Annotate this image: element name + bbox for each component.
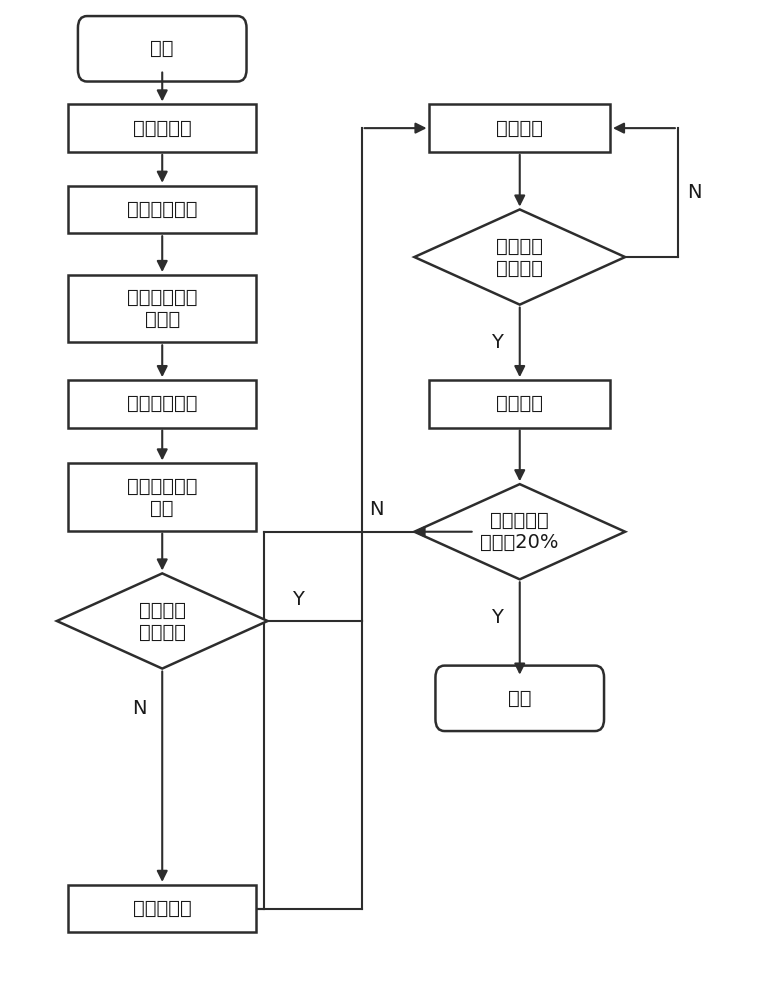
Text: N: N: [370, 500, 384, 519]
Text: Y: Y: [291, 590, 304, 609]
Text: 非簇头节点加
入簇: 非簇头节点加 入簇: [127, 477, 197, 518]
Text: 簇头节点邀请: 簇头节点邀请: [127, 394, 197, 413]
Text: 结束: 结束: [508, 689, 531, 708]
Text: 选择簇头和中
继节点: 选择簇头和中 继节点: [127, 288, 197, 329]
Polygon shape: [415, 484, 625, 579]
Bar: [68, 275, 256, 342]
Bar: [68, 186, 256, 233]
Text: N: N: [687, 183, 702, 202]
Polygon shape: [415, 209, 625, 305]
Bar: [68, 885, 256, 932]
Bar: [68, 104, 256, 152]
FancyBboxPatch shape: [78, 16, 247, 82]
Text: 簇成员调整: 簇成员调整: [133, 899, 192, 918]
Bar: [429, 104, 610, 152]
Text: 簇头能量
低于阙值: 簇头能量 低于阙值: [496, 237, 543, 278]
Text: N: N: [132, 699, 147, 718]
FancyBboxPatch shape: [435, 666, 604, 731]
Bar: [429, 380, 610, 428]
Text: 监测区域划分: 监测区域划分: [127, 200, 197, 219]
Text: Y: Y: [492, 608, 503, 627]
Text: Y: Y: [492, 333, 503, 352]
Text: 网络初始化: 网络初始化: [133, 119, 192, 138]
Text: 更换簇头: 更换簇头: [496, 394, 543, 413]
Polygon shape: [57, 573, 268, 669]
Text: 开始: 开始: [151, 39, 174, 58]
Bar: [68, 463, 256, 531]
Text: 存活节点小
于总楒20%: 存活节点小 于总楒20%: [480, 511, 559, 552]
Text: 网络通信: 网络通信: [496, 119, 543, 138]
Bar: [68, 380, 256, 428]
Text: 簇成员数
满足要求: 簇成员数 满足要求: [139, 600, 186, 641]
